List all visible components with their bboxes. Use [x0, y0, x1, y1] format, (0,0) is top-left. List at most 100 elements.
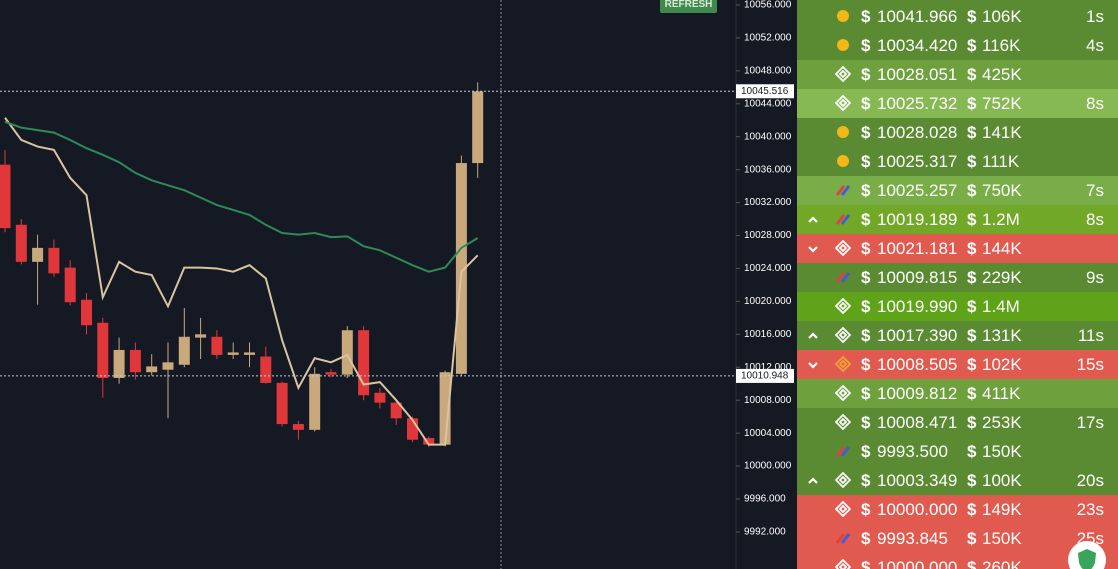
candle-body: [129, 349, 141, 373]
trade-price: 10025.257: [877, 181, 958, 200]
exchange-icon: [835, 559, 851, 569]
direction-arrow: [808, 246, 818, 253]
currency-symbol: $: [861, 413, 871, 432]
trade-row: $10025.317 $111K: [797, 147, 1118, 176]
price-marker-bg: [736, 84, 794, 99]
icon-shape: [840, 185, 851, 196]
trade-size: 144K: [982, 239, 1022, 258]
currency-symbol: $: [967, 36, 977, 55]
trade-row: $9993.845 $150K 25s: [797, 524, 1118, 553]
trade-age: 1s: [1086, 7, 1104, 26]
trade-price: 10009.815: [877, 268, 958, 287]
candle-body: [32, 247, 44, 262]
trade-price: 10025.317: [877, 152, 958, 171]
candle-body: [260, 356, 272, 383]
badge-shield: [1078, 549, 1096, 569]
arrow-shape: [808, 477, 818, 484]
trade-age: 17s: [1076, 413, 1104, 432]
icon-shape: [840, 272, 851, 283]
candle-body: [64, 267, 76, 303]
candle-body: [423, 438, 435, 445]
candle-body: [325, 372, 337, 375]
currency-symbol: $: [967, 7, 977, 26]
trade-size: 750K: [982, 181, 1022, 200]
candle-body: [276, 382, 288, 425]
trade-age: 23s: [1076, 500, 1104, 519]
icon-shape: [840, 533, 851, 544]
y-tick-label: 10044.000: [744, 98, 792, 109]
trade-size: 149K: [982, 500, 1022, 519]
currency-symbol: $: [967, 558, 977, 569]
trade-price: 10034.420: [877, 36, 958, 55]
candle-body: [374, 392, 386, 403]
trade-price: 10003.349: [877, 471, 958, 490]
candle-body: [358, 330, 370, 396]
currency-symbol: $: [861, 529, 871, 548]
currency-symbol: $: [861, 152, 871, 171]
trade-price: 10009.812: [877, 384, 958, 403]
trade-row: $10028.028 $141K: [797, 118, 1118, 147]
exchange-icon: [835, 533, 851, 544]
refresh-button[interactable]: REFRESH: [660, 0, 717, 13]
price-marker-bg: [736, 368, 794, 383]
trade-row: $10028.051 $425K: [797, 60, 1118, 89]
candle-body: [439, 372, 451, 445]
trade-price: 10000.000: [877, 558, 958, 569]
trade-price: 9993.845: [877, 529, 948, 548]
currency-symbol: $: [861, 94, 871, 113]
arrow-shape: [808, 332, 818, 339]
currency-symbol: $: [861, 297, 871, 316]
currency-symbol: $: [967, 471, 977, 490]
y-tick-label: 10052.000: [744, 33, 792, 44]
icon-shape: [835, 240, 851, 256]
trade-age: 20s: [1076, 471, 1104, 490]
exchange-icon: [835, 298, 851, 314]
trade-age: 15s: [1076, 355, 1104, 374]
y-tick-label: 10004.000: [744, 428, 792, 439]
chart: 10056.00010052.00010048.00010044.0001004…: [0, 0, 794, 569]
candle-body: [0, 164, 11, 229]
y-tick-label: 10016.000: [744, 329, 792, 340]
exchange-icon: [837, 126, 849, 138]
trade-size: 411K: [982, 384, 1021, 403]
candle-body: [407, 418, 418, 440]
currency-symbol: $: [967, 500, 977, 519]
trade-row: $10019.189 $1.2M 8s: [797, 205, 1118, 234]
icon-shape: [835, 501, 851, 517]
currency-symbol: $: [967, 297, 977, 316]
currency-symbol: $: [967, 94, 977, 113]
trade-row: $10025.732 $752K 8s: [797, 89, 1118, 118]
exchange-icon: [835, 66, 851, 82]
currency-symbol: $: [861, 558, 871, 569]
trade-row: $10003.349 $100K 20s: [797, 466, 1118, 495]
candle-body: [309, 373, 321, 430]
candle-body: [227, 352, 239, 355]
icon-shape: [835, 185, 846, 196]
currency-symbol: $: [861, 268, 871, 287]
icon-shape: [835, 214, 846, 225]
currency-symbol: $: [967, 210, 977, 229]
currency-symbol: $: [967, 442, 977, 461]
icon-shape: [835, 472, 851, 488]
shield-badge[interactable]: [1067, 540, 1107, 569]
trade-price: 10021.181: [877, 239, 958, 258]
trade-row: $10021.181 $144K: [797, 234, 1118, 263]
trade-price: 10008.471: [877, 413, 958, 432]
currency-symbol: $: [861, 384, 871, 403]
exchange-icon: [835, 185, 851, 196]
exchange-icon: [835, 240, 851, 256]
trade-size: 141K: [982, 123, 1022, 142]
trade-row: $10041.966 $106K 1s: [797, 2, 1118, 31]
trade-price: 10017.390: [877, 326, 958, 345]
icon-shape: [835, 533, 846, 544]
candle-body: [162, 362, 174, 370]
candle-body: [15, 224, 27, 262]
candle-body: [390, 402, 402, 419]
trade-age: 9s: [1086, 268, 1104, 287]
currency-symbol: $: [861, 65, 871, 84]
candle-body: [113, 349, 125, 378]
icon-shape: [837, 155, 849, 167]
currency-symbol: $: [967, 123, 977, 142]
candle-body: [211, 336, 223, 355]
